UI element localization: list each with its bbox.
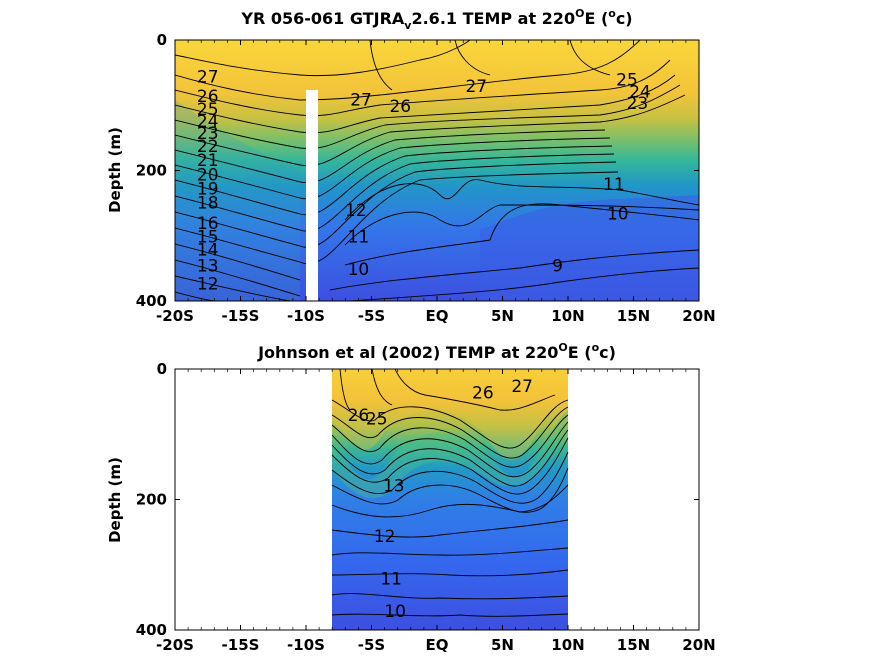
bottom-contour-label: 12	[374, 527, 396, 547]
top-y-tick-label: 400	[136, 292, 167, 310]
bottom-contour-label: 26	[472, 383, 494, 403]
top-x-tick-label: 15N	[617, 307, 650, 325]
top-contours	[175, 40, 699, 301]
top-contour-label: 25	[616, 71, 638, 91]
bottom-y-tick-label: 0	[157, 360, 167, 378]
top-title: YR 056-061 GTJRAv2.6.1 TEMP at 220OE (oc…	[240, 7, 632, 32]
bottom-x-axis: -20S -15S -10S -5S EQ 5N 10N 15N 20N	[156, 369, 716, 654]
top-x-tick-label: EQ	[426, 307, 449, 325]
bottom-y-label: Depth (m)	[106, 457, 124, 543]
top-title-part3: E (	[584, 9, 608, 28]
top-contour-label: 14	[197, 240, 219, 260]
top-contour-label: 18	[197, 193, 219, 213]
bottom-x-tick-label: -20S	[156, 636, 194, 654]
bottom-heatmap	[331, 369, 569, 630]
top-title-sub: v	[404, 19, 412, 32]
top-contour-label: 21	[197, 151, 219, 171]
top-contour-label: 11	[603, 175, 625, 195]
bottom-title: Johnson et al (2002) TEMP at 220OE (oc)	[257, 341, 616, 362]
top-y-axis: 0 200 400	[136, 31, 699, 310]
top-contour-label: 15	[197, 227, 219, 247]
top-contour-label: 27	[350, 90, 372, 110]
top-x-axis: -20S -15S -10S -5S EQ 5N 10N 15N 20N	[156, 40, 716, 325]
top-x-tick-label: -10S	[287, 307, 325, 325]
top-x-tick-label: -5S	[358, 307, 385, 325]
bottom-x-tick-label: 10N	[551, 636, 584, 654]
top-x-tick-label: 10N	[551, 307, 584, 325]
bottom-x-tick-label: -10S	[287, 636, 325, 654]
top-x-tick-label: -15S	[222, 307, 260, 325]
bottom-x-tick-label: 5N	[491, 636, 514, 654]
top-contour-label: 10	[348, 260, 370, 280]
top-x-tick-label: -20S	[156, 307, 194, 325]
bottom-title-sup: O	[558, 341, 567, 354]
bottom-contour-label: 27	[511, 377, 533, 397]
bottom-title-part3: c)	[599, 343, 616, 362]
bottom-contour-label: 13	[383, 477, 405, 497]
bottom-panel: Johnson et al (2002) TEMP at 220OE (oc)	[106, 341, 716, 654]
top-contour-label: 16	[197, 214, 219, 234]
bottom-title-part2: E (	[568, 343, 592, 362]
bottom-contour-label: 11	[380, 569, 402, 589]
top-contour-label: 20	[197, 165, 219, 185]
bottom-y-tick-label: 200	[136, 491, 167, 509]
top-contour-label: 25	[197, 100, 219, 120]
bottom-x-tick-label: -15S	[222, 636, 260, 654]
top-x-tick-label: 20N	[682, 307, 715, 325]
bottom-x-tick-label: -5S	[358, 636, 385, 654]
top-contour-label: 19	[197, 180, 219, 200]
top-contour-label: 13	[197, 257, 219, 277]
bottom-contour-label: 26	[348, 406, 370, 426]
top-contour-label: 10	[607, 204, 629, 224]
top-missing-data-gap	[306, 90, 318, 301]
top-title-part4: c)	[616, 9, 633, 28]
top-y-tick-label: 0	[157, 31, 167, 49]
bottom-x-tick-label: 20N	[682, 636, 715, 654]
top-contour-label: 11	[348, 227, 370, 247]
top-title-sup2: o	[608, 7, 616, 20]
top-contour-label: 26	[197, 87, 219, 107]
bottom-contour-label: 10	[384, 602, 406, 622]
top-panel: YR 056-061 GTJRAv2.6.1 TEMP at 220OE (oc…	[106, 7, 716, 325]
bottom-contours	[331, 369, 569, 617]
top-contour-label: 9	[552, 257, 563, 277]
bottom-y-axis: 0 200 400	[136, 360, 699, 639]
top-contour-label: 27	[197, 67, 219, 87]
bottom-x-tick-label: 15N	[617, 636, 650, 654]
top-x-tick-label: 5N	[491, 307, 514, 325]
top-contour-label: 22	[197, 137, 219, 157]
top-y-tick-label: 200	[136, 162, 167, 180]
bottom-title-part1: Johnson et al (2002) TEMP at 220	[257, 343, 558, 362]
top-contour-label: 27	[465, 77, 487, 97]
top-contour-label: 23	[627, 94, 649, 114]
top-contour-label: 26	[389, 97, 411, 117]
top-contour-label: 12	[345, 201, 367, 221]
top-contour-label: 23	[197, 124, 219, 144]
top-contour-label: 24	[629, 82, 651, 102]
top-contour-label: 12	[197, 274, 219, 294]
top-y-label: Depth (m)	[106, 127, 124, 213]
top-title-part1: YR 056-061 GTJRA	[240, 9, 405, 28]
bottom-contour-label: 25	[366, 409, 388, 429]
top-heatmap	[175, 40, 699, 301]
bottom-x-tick-label: EQ	[426, 636, 449, 654]
bottom-title-sup2: o	[592, 341, 600, 354]
top-title-part2: 2.6.1 TEMP at 220	[411, 9, 575, 28]
bottom-y-tick-label: 400	[136, 621, 167, 639]
top-contour-label: 24	[197, 112, 219, 132]
top-title-sup: O	[575, 7, 584, 20]
